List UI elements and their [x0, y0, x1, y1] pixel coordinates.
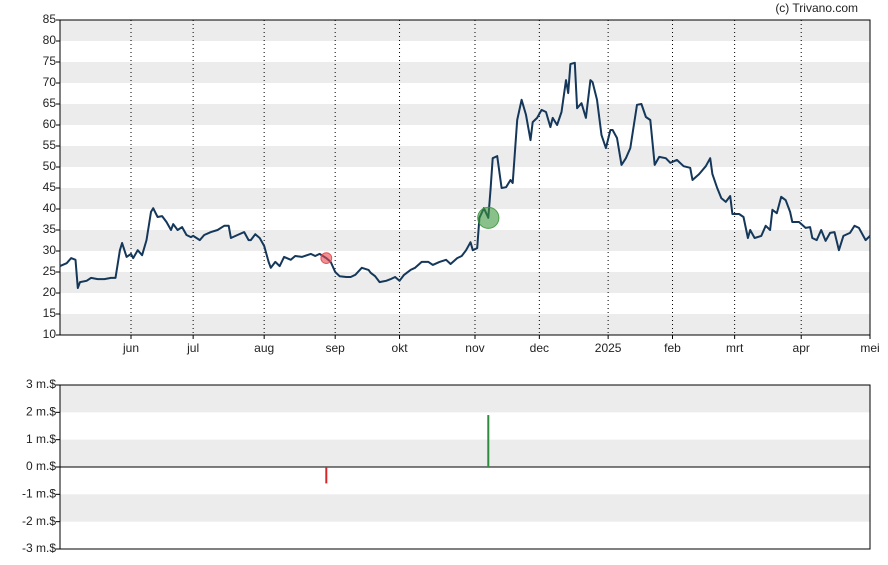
y-tick-label: 65	[43, 96, 57, 110]
plot-frame	[59, 19, 871, 336]
y-tick-label: 80	[43, 33, 57, 47]
grid-band	[60, 146, 870, 167]
y-tick-label: 35	[43, 222, 57, 236]
bar	[487, 415, 490, 467]
y-tick-label: 1 m.$	[26, 432, 56, 446]
grid-band	[60, 494, 870, 522]
x-tick-label: aug	[254, 341, 274, 355]
x-tick-label: apr	[793, 341, 810, 355]
x-tick-label: jul	[186, 341, 199, 355]
price-line	[59, 61, 871, 289]
x-tick-label: dec	[530, 341, 549, 355]
x-tick-label: mei	[860, 341, 879, 355]
y-tick-label: 20	[43, 285, 57, 299]
grid-band	[60, 439, 870, 467]
y-tick-label: 15	[43, 306, 57, 320]
credit: (c) Trivano.com	[775, 1, 858, 15]
y-tick-label: 0 m.$	[26, 459, 56, 473]
x-tick-label: jun	[122, 341, 139, 355]
x-tick-label: okt	[392, 341, 409, 355]
y-tick-label: 45	[43, 180, 57, 194]
y-tick-label: 70	[43, 75, 57, 89]
y-tick-label: -2 m.$	[22, 514, 56, 528]
x-tick-label: nov	[465, 341, 484, 355]
y-tick-label: 85	[43, 12, 57, 26]
transaction-marker	[477, 206, 500, 229]
y-tick-label: -3 m.$	[22, 541, 56, 555]
x-tick-label: sep	[325, 341, 345, 355]
y-tick-label: 50	[43, 159, 57, 173]
bar	[325, 467, 328, 484]
y-tick-label: 55	[43, 138, 57, 152]
y-tick-label: 40	[43, 201, 57, 215]
grid-band	[60, 385, 870, 413]
grid-band	[60, 188, 870, 209]
y-tick-label: -1 m.$	[22, 487, 56, 501]
x-tick-label: feb	[664, 341, 681, 355]
y-tick-label: 10	[43, 327, 57, 341]
y-tick-label: 75	[43, 54, 57, 68]
grid-band	[60, 104, 870, 125]
y-tick-label: 2 m.$	[26, 405, 56, 419]
grid-band	[60, 20, 870, 41]
y-tick-label: 30	[43, 243, 57, 257]
grid-band	[60, 314, 870, 335]
x-tick-label: mrt	[726, 341, 744, 355]
grid-band	[60, 272, 870, 293]
grid-band	[60, 230, 870, 251]
y-tick-label: 25	[43, 264, 57, 278]
transaction-marker	[320, 252, 333, 265]
y-tick-label: 3 m.$	[26, 377, 56, 391]
grid-band	[60, 62, 870, 83]
y-tick-label: 60	[43, 117, 57, 131]
x-tick-label: 2025	[595, 341, 622, 355]
